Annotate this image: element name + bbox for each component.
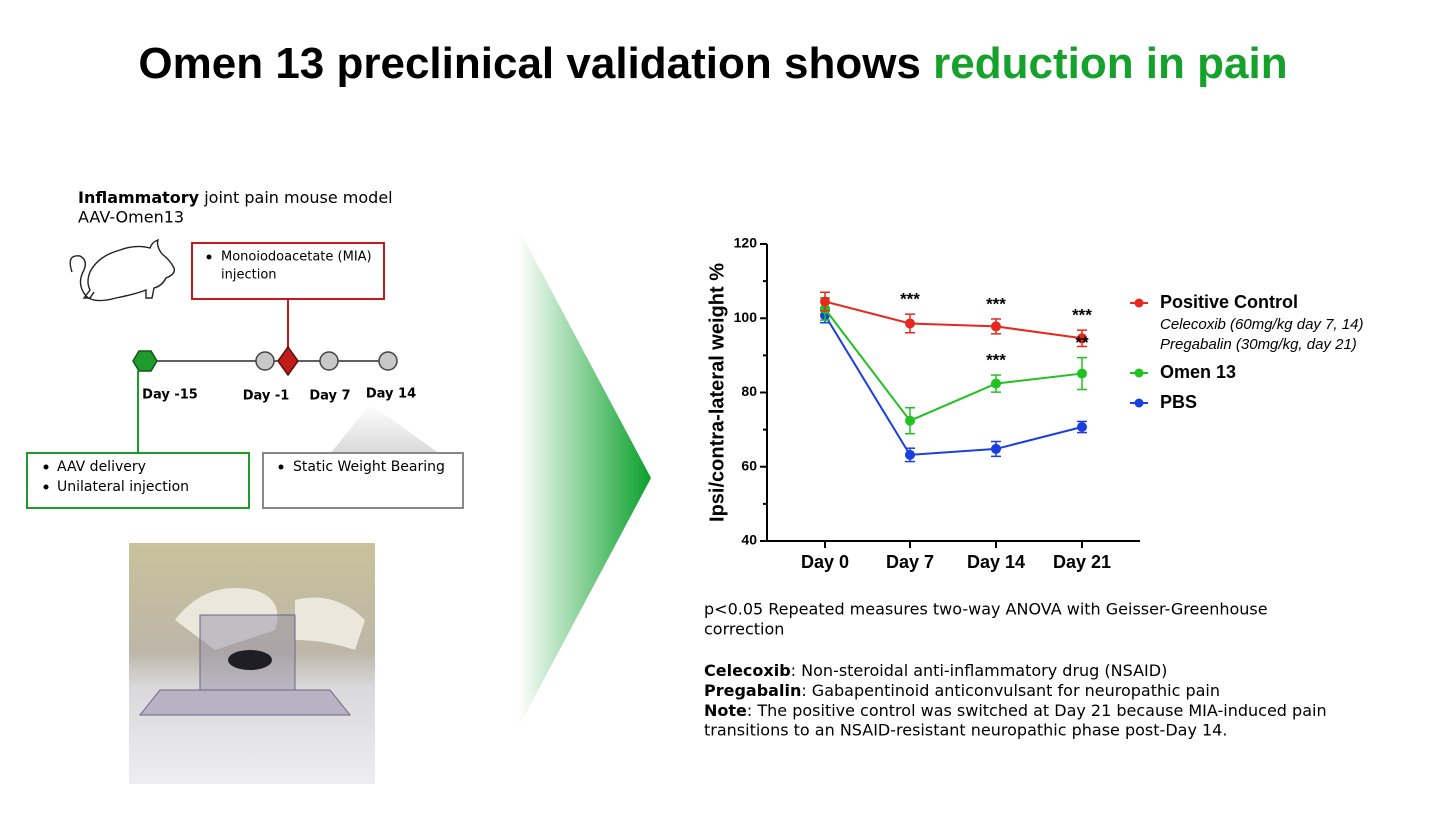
data-point bbox=[820, 296, 830, 307]
scale-base bbox=[138, 689, 352, 716]
x-tick-label: Day 0 bbox=[801, 552, 849, 572]
x-tick-label: Day 21 bbox=[1053, 552, 1111, 572]
bullet bbox=[43, 484, 49, 490]
y-axis-label: Ipsi/contra-lateral weight % bbox=[706, 263, 728, 522]
chart: Ipsi/contra-lateral weight % 40 60 80 100 120… bbox=[706, 235, 1363, 572]
timepoint bbox=[378, 351, 398, 371]
mia-box bbox=[191, 242, 385, 300]
bullet bbox=[278, 464, 284, 470]
significance-label: *** bbox=[986, 351, 1006, 370]
significance-label: *** bbox=[900, 290, 920, 309]
shadow bbox=[330, 404, 440, 454]
mia-text: injection bbox=[221, 268, 277, 283]
series-line bbox=[824, 314, 1083, 456]
bullet bbox=[43, 464, 49, 470]
start-marker bbox=[132, 350, 158, 372]
significance-label: *** bbox=[986, 294, 1006, 313]
term: Celecoxib bbox=[704, 661, 791, 680]
y-tick-label: 60 bbox=[741, 457, 757, 473]
x-tick-label: Day 14 bbox=[967, 552, 1025, 572]
definition-text: : Non-steroidal anti-inflammatory drug (… bbox=[791, 661, 1168, 680]
timeline-label: Day -1 bbox=[243, 389, 290, 404]
timeline-label: Day -15 bbox=[142, 388, 198, 403]
legend-marker bbox=[1134, 398, 1144, 408]
timeline-label: Day 7 bbox=[309, 389, 350, 404]
term: Note bbox=[704, 701, 747, 720]
significance-label: ** bbox=[1075, 333, 1089, 352]
x-tick-label: Day 7 bbox=[886, 552, 934, 572]
data-point bbox=[991, 443, 1001, 454]
bullet bbox=[206, 254, 212, 260]
definition-text: : The positive control was switched at D… bbox=[747, 701, 1327, 720]
legend-label: Positive Control bbox=[1160, 292, 1298, 312]
significance-label: *** bbox=[1072, 306, 1092, 325]
delivery-box bbox=[26, 452, 250, 509]
mia-text: Monoiodoacetate (MIA) bbox=[221, 250, 372, 265]
stats-note: p<0.05 Repeated measures two-way ANOVA w… bbox=[704, 600, 1268, 619]
delivery-text: AAV delivery bbox=[57, 459, 146, 475]
measure-box bbox=[262, 452, 464, 509]
title-text: Omen 13 preclinical validation shows bbox=[138, 39, 920, 88]
measure-text: Static Weight Bearing bbox=[293, 459, 445, 475]
definition: Celecoxib: Non-steroidal anti-inflammato… bbox=[704, 661, 1167, 680]
series-line bbox=[824, 308, 1083, 422]
glove bbox=[295, 597, 365, 650]
diagram: Inflammatory joint pain mouse model AAV-… bbox=[26, 188, 464, 784]
data-point bbox=[905, 449, 915, 460]
legend-marker bbox=[1134, 298, 1144, 308]
slide-title: Omen 13 preclinical validation shows red… bbox=[138, 39, 1287, 88]
data-point bbox=[991, 378, 1001, 389]
definition: Pregabalin: Gabapentinoid anticonvulsant… bbox=[704, 681, 1220, 700]
photo bbox=[129, 543, 375, 784]
legend-label: Omen 13 bbox=[1160, 362, 1236, 382]
mouse-icon bbox=[69, 238, 176, 302]
legend-note: Celecoxib (60mg/kg day 7, 14) bbox=[1160, 316, 1363, 333]
data-point bbox=[991, 321, 1001, 332]
heading-bold: Inflammatory bbox=[78, 188, 200, 207]
data-point bbox=[1077, 368, 1087, 379]
definition: Note: The positive control was switched … bbox=[704, 701, 1327, 720]
note-continued: transitions to an NSAID-resistant neurop… bbox=[704, 721, 1227, 740]
legend-note: Pregabalin (30mg/kg, day 21) bbox=[1160, 336, 1357, 353]
chevron-arrow bbox=[518, 228, 651, 728]
data-point bbox=[1077, 333, 1087, 344]
title-highlight: reduction in pain bbox=[933, 39, 1287, 88]
data-point bbox=[905, 415, 915, 426]
mouse bbox=[228, 650, 272, 670]
y-tick-label: 120 bbox=[734, 235, 758, 251]
timeline-label: Day 14 bbox=[366, 387, 416, 402]
timepoint bbox=[255, 351, 275, 371]
legend-label: PBS bbox=[1160, 392, 1197, 412]
heading-text: joint pain mouse model bbox=[203, 188, 392, 207]
timepoint bbox=[319, 351, 339, 371]
y-tick-label: 40 bbox=[741, 532, 757, 548]
stats-note: correction bbox=[704, 620, 784, 639]
legend-marker bbox=[1134, 368, 1144, 378]
data-point bbox=[905, 318, 915, 329]
diagram-subheading: AAV-Omen13 bbox=[78, 208, 184, 227]
delivery-text: Unilateral injection bbox=[57, 479, 189, 495]
y-tick-label: 100 bbox=[734, 309, 758, 325]
series-line bbox=[824, 300, 1083, 340]
definition-text: : Gabapentinoid anticonvulsant for neuro… bbox=[801, 681, 1220, 700]
notes: p<0.05 Repeated measures two-way ANOVA w… bbox=[704, 600, 1327, 740]
term: Pregabalin bbox=[704, 681, 801, 700]
y-tick-label: 80 bbox=[741, 383, 757, 399]
injection-marker bbox=[277, 345, 299, 377]
diagram-heading: Inflammatory joint pain mouse model bbox=[78, 188, 393, 207]
data-point bbox=[1077, 422, 1087, 433]
